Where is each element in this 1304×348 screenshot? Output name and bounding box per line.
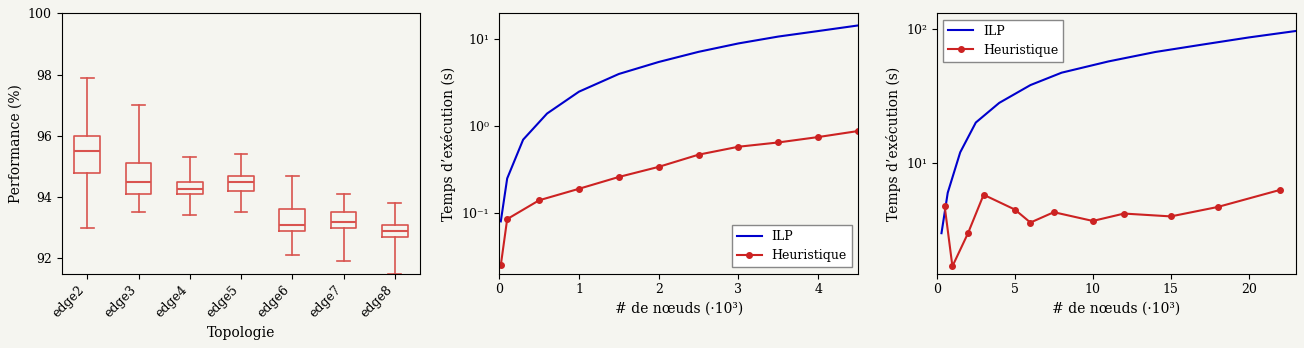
ILP — [691, 50, 707, 54]
Heuristique — [730, 145, 746, 149]
Legend: ILP, Heuristique: ILP, Heuristique — [732, 225, 852, 267]
Heuristique — [944, 264, 960, 268]
Line: ILP: ILP — [501, 25, 858, 221]
Legend: ILP, Heuristique: ILP, Heuristique — [943, 19, 1063, 62]
X-axis label: # de nœuds (·10³): # de nœuds (·10³) — [614, 302, 743, 316]
ILP — [850, 23, 866, 27]
Line: ILP: ILP — [941, 31, 1296, 233]
ILP — [1022, 83, 1038, 87]
Heuristique — [975, 193, 991, 197]
Y-axis label: Performance (%): Performance (%) — [8, 84, 22, 203]
ILP — [571, 89, 587, 94]
Heuristique — [612, 175, 627, 179]
Heuristique — [499, 217, 515, 221]
Heuristique — [1046, 210, 1061, 214]
ILP — [771, 34, 786, 39]
ILP — [991, 101, 1007, 105]
X-axis label: Topologie: Topologie — [207, 326, 275, 340]
Heuristique — [960, 231, 975, 235]
ILP — [1148, 50, 1163, 54]
Heuristique — [651, 165, 666, 169]
ILP — [612, 72, 627, 76]
Heuristique — [1085, 219, 1101, 223]
Heuristique — [1116, 212, 1132, 216]
Heuristique — [571, 187, 587, 191]
Line: Heuristique: Heuristique — [498, 128, 861, 268]
ILP — [940, 191, 956, 195]
Heuristique — [1210, 205, 1226, 209]
Heuristique — [1163, 214, 1179, 219]
Heuristique — [771, 140, 786, 144]
Heuristique — [1007, 207, 1022, 212]
Heuristique — [691, 152, 707, 157]
Heuristique — [493, 263, 509, 267]
Heuristique — [1022, 221, 1038, 225]
ILP — [540, 111, 556, 116]
Line: Heuristique: Heuristique — [941, 187, 1283, 269]
ILP — [810, 29, 825, 33]
Heuristique — [810, 135, 825, 139]
ILP — [934, 231, 949, 235]
ILP — [651, 60, 666, 64]
Heuristique — [1273, 188, 1288, 192]
ILP — [952, 150, 968, 155]
ILP — [730, 41, 746, 46]
ILP — [968, 120, 983, 125]
ILP — [1101, 60, 1116, 64]
X-axis label: # de nœuds (·10³): # de nœuds (·10³) — [1052, 302, 1180, 316]
ILP — [499, 176, 515, 181]
Heuristique — [531, 198, 546, 203]
ILP — [1241, 35, 1257, 40]
ILP — [493, 219, 509, 223]
ILP — [1194, 42, 1210, 47]
ILP — [1054, 71, 1069, 75]
Y-axis label: Temps d’exécution (s): Temps d’exécution (s) — [885, 66, 901, 221]
ILP — [1288, 29, 1304, 33]
Y-axis label: Temps d’exécution (s): Temps d’exécution (s) — [441, 66, 456, 221]
Heuristique — [936, 204, 952, 208]
ILP — [515, 137, 531, 142]
Heuristique — [850, 129, 866, 133]
